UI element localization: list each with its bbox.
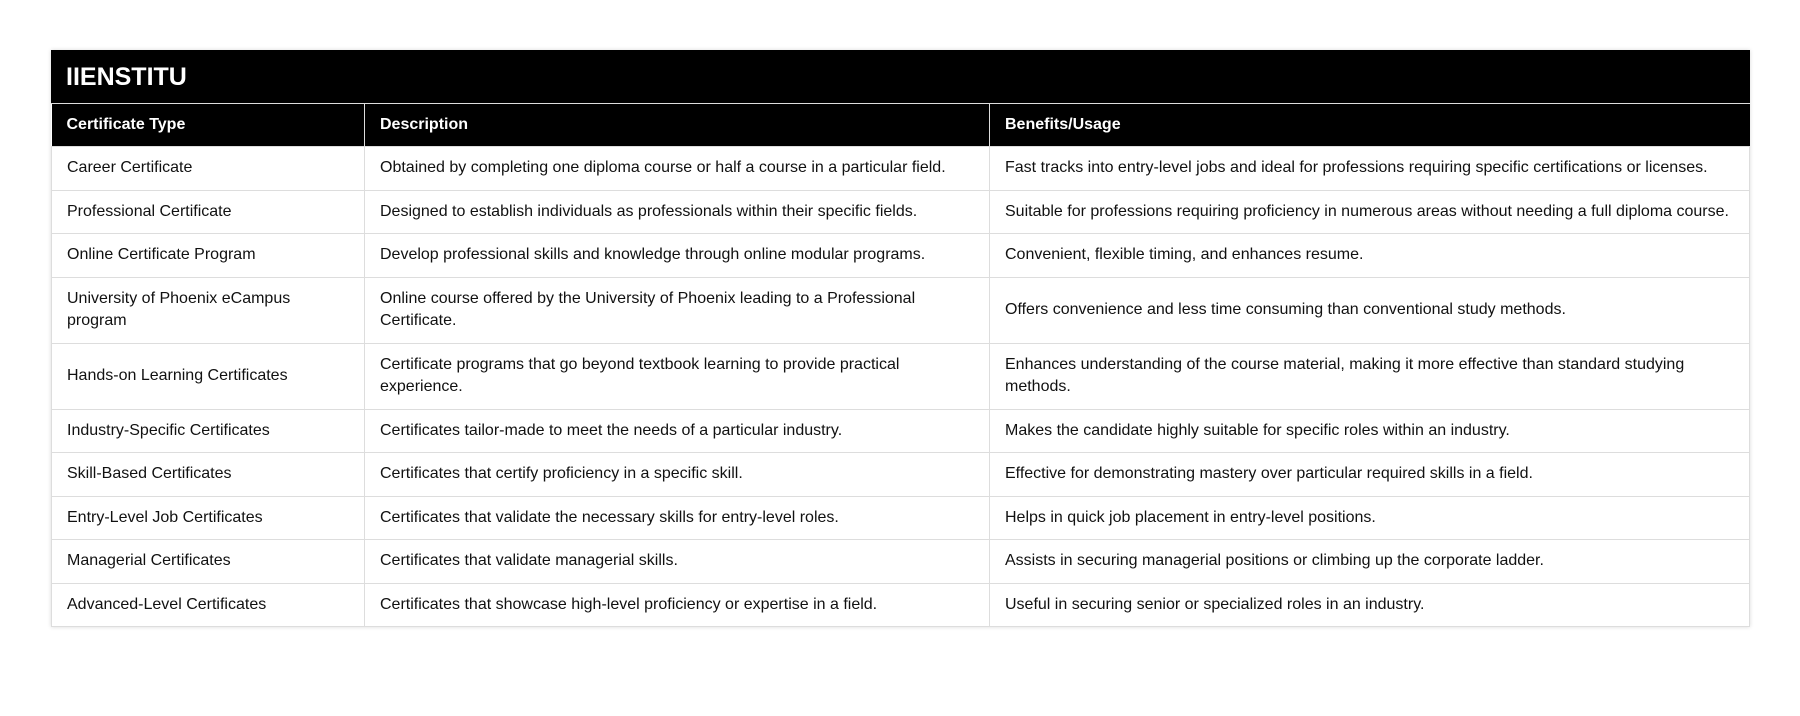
cell-description: Certificates that validate the necessary… — [364, 495, 990, 540]
column-header-benefits: Benefits/Usage — [989, 104, 1750, 147]
column-header-description: Description — [364, 104, 990, 147]
cell-benefits: Assists in securing managerial positions… — [989, 539, 1750, 584]
cell-description: Certificates that validate managerial sk… — [364, 539, 990, 584]
cell-benefits: Convenient, flexible timing, and enhance… — [989, 233, 1750, 278]
table-row: University of Phoenix eCampus program Onl… — [51, 276, 1750, 344]
cell-certificate-type: Professional Certificate — [51, 189, 365, 234]
cell-description: Online course offered by the University … — [364, 276, 990, 344]
cell-description: Certificates tailor-made to meet the nee… — [364, 408, 990, 453]
table-row: Managerial Certificates Certificates that… — [51, 539, 1750, 584]
cell-benefits: Makes the candidate highly suitable for … — [989, 408, 1750, 453]
cell-benefits: Enhances understanding of the course mat… — [989, 342, 1750, 410]
cell-description: Certificate programs that go beyond text… — [364, 342, 990, 410]
cell-benefits: Fast tracks into entry-level jobs and id… — [989, 146, 1750, 191]
cell-benefits: Suitable for professions requiring profi… — [989, 189, 1750, 234]
cell-certificate-type: Entry-Level Job Certificates — [51, 495, 365, 540]
certificate-table-card: IIENSTITU Certificate Type Description B… — [51, 50, 1750, 627]
header-row: Certificate Type Description Benefits/Us… — [51, 104, 1750, 147]
cell-benefits: Offers convenience and less time consumi… — [989, 276, 1750, 344]
table-title: IIENSTITU — [51, 50, 1750, 104]
cell-benefits: Effective for demonstrating mastery over… — [989, 452, 1750, 497]
cell-certificate-type: Career Certificate — [51, 146, 365, 191]
cell-certificate-type: University of Phoenix eCampus program — [51, 276, 365, 344]
table-row: Online Certificate Program Develop profes… — [51, 233, 1750, 278]
table-row: Advanced-Level Certificates Certificates … — [51, 582, 1750, 627]
table-row: Professional Certificate Designed to esta… — [51, 189, 1750, 234]
certificate-table: Certificate Type Description Benefits/Us… — [51, 104, 1750, 627]
table-row: Career Certificate Obtained by completing… — [51, 146, 1750, 191]
cell-benefits: Useful in securing senior or specialized… — [989, 582, 1750, 627]
cell-description: Certificates that certify proficiency in… — [364, 452, 990, 497]
cell-certificate-type: Advanced-Level Certificates — [51, 582, 365, 627]
cell-description: Develop professional skills and knowledg… — [364, 233, 990, 278]
cell-description: Certificates that showcase high-level pr… — [364, 582, 990, 627]
cell-certificate-type: Managerial Certificates — [51, 539, 365, 584]
cell-benefits: Helps in quick job placement in entry-le… — [989, 495, 1750, 540]
cell-certificate-type: Industry-Specific Certificates — [51, 408, 365, 453]
cell-certificate-type: Hands-on Learning Certificates — [51, 342, 365, 410]
table-row: Industry-Specific Certificates Certificat… — [51, 408, 1750, 453]
table-row: Hands-on Learning Certificates Certificat… — [51, 342, 1750, 410]
cell-description: Designed to establish individuals as pro… — [364, 189, 990, 234]
cell-description: Obtained by completing one diploma cours… — [364, 146, 990, 191]
cell-certificate-type: Skill-Based Certificates — [51, 452, 365, 497]
table-row: Entry-Level Job Certificates Certificates… — [51, 495, 1750, 540]
table-row: Skill-Based Certificates Certificates tha… — [51, 452, 1750, 497]
cell-certificate-type: Online Certificate Program — [51, 233, 365, 278]
column-header-certificate-type: Certificate Type — [51, 104, 365, 147]
